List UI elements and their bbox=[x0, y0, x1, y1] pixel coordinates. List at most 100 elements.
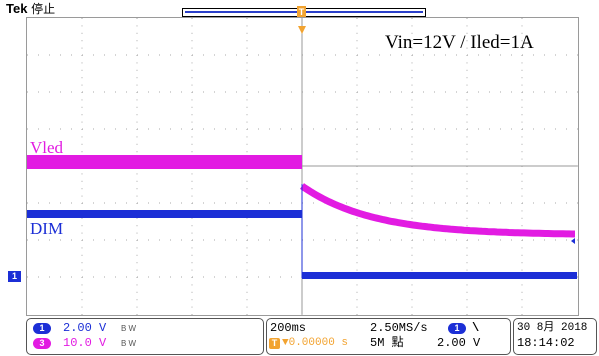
grid-dot bbox=[214, 239, 215, 241]
grid-dot bbox=[246, 62, 248, 64]
grid-dot bbox=[521, 210, 523, 212]
ch1-bw-limit: B W bbox=[121, 324, 137, 333]
level-indicator-icon bbox=[571, 238, 575, 244]
grid-dot bbox=[368, 239, 369, 241]
grid-dot bbox=[148, 239, 149, 241]
grid-dot bbox=[456, 239, 457, 241]
grid-dot bbox=[566, 239, 567, 241]
grid-dot bbox=[126, 239, 127, 241]
grid-dot bbox=[466, 173, 468, 175]
grid-dot bbox=[467, 202, 468, 204]
grid-dot bbox=[511, 91, 512, 93]
grid-dot bbox=[136, 77, 138, 79]
grid-dot bbox=[159, 54, 160, 56]
grid-dot bbox=[411, 32, 413, 34]
grid-dot bbox=[521, 195, 523, 197]
grid-dot bbox=[522, 54, 523, 56]
grid-dot bbox=[81, 217, 83, 219]
timebase-box[interactable]: 200ms T ▼0.00000 s 2.50MS/s 5M 點 1 \ 2.0… bbox=[266, 318, 511, 355]
grid-dot bbox=[379, 202, 380, 204]
grid-dot bbox=[521, 254, 523, 256]
grid-dot bbox=[49, 239, 50, 241]
grid-dot bbox=[136, 262, 138, 264]
grid-dot bbox=[136, 69, 138, 71]
grid-dot bbox=[258, 276, 259, 278]
grid-dot bbox=[247, 202, 248, 204]
grid-dot bbox=[357, 128, 358, 130]
grid-dot bbox=[93, 91, 94, 93]
grid-dot bbox=[38, 239, 39, 241]
grid-dot bbox=[93, 202, 94, 204]
grid-dot bbox=[291, 128, 292, 130]
grid-dot bbox=[445, 128, 446, 130]
grid-dot bbox=[401, 128, 402, 130]
grid-dot bbox=[258, 239, 259, 241]
grid-dot bbox=[489, 91, 490, 93]
grid-dot bbox=[411, 299, 413, 301]
ch1-ground-marker[interactable]: 1 bbox=[8, 271, 21, 282]
grid-dot bbox=[521, 121, 523, 123]
grid-dot bbox=[81, 62, 83, 64]
grid-dot bbox=[356, 18, 358, 19]
grid-dot bbox=[214, 91, 215, 93]
grid-dot bbox=[214, 54, 215, 56]
grid-dot bbox=[81, 143, 83, 145]
grid-dot bbox=[291, 54, 292, 56]
grid-dot bbox=[181, 202, 182, 204]
grid-dot bbox=[423, 128, 424, 130]
grid-dot bbox=[81, 136, 83, 138]
grid-dot bbox=[27, 202, 28, 204]
grid-dot bbox=[401, 239, 402, 241]
grid-dot bbox=[93, 239, 94, 241]
grid-dot bbox=[181, 54, 182, 56]
grid-dot bbox=[136, 121, 138, 123]
grid-dot bbox=[489, 128, 490, 130]
grid-dot bbox=[533, 91, 534, 93]
grid-dot bbox=[356, 69, 358, 71]
grid-dot bbox=[434, 128, 435, 130]
channel-settings-box[interactable]: 1 2.00 V B W 3 10.0 V B W bbox=[26, 318, 264, 355]
acquisition-state: 停止 bbox=[31, 2, 56, 16]
grid-dot bbox=[81, 77, 83, 79]
grid-dot bbox=[411, 151, 413, 153]
grid-dot bbox=[466, 299, 468, 301]
grid-dot bbox=[236, 91, 237, 93]
grid-dot bbox=[136, 25, 138, 27]
grid-dot bbox=[247, 54, 248, 56]
grid-dot bbox=[466, 210, 468, 212]
grid-dot bbox=[466, 25, 468, 27]
grid-dot bbox=[136, 284, 138, 286]
grid-dot bbox=[49, 128, 50, 130]
grid-dot bbox=[434, 91, 435, 93]
grid-dot bbox=[566, 202, 567, 204]
grid-dot bbox=[401, 54, 402, 56]
grid-dot bbox=[246, 314, 248, 315]
grid-dot bbox=[511, 239, 512, 241]
grid-dot bbox=[203, 239, 204, 241]
grid-dot bbox=[49, 54, 50, 56]
trigger-source-badge: 1 bbox=[448, 323, 466, 334]
grid-dot bbox=[60, 239, 61, 241]
grid-dot bbox=[411, 62, 413, 64]
grid-dot bbox=[148, 91, 149, 93]
grid-dot bbox=[81, 314, 83, 315]
grid-dot bbox=[379, 239, 380, 241]
grid-dot bbox=[81, 306, 83, 308]
grid-dot bbox=[225, 128, 226, 130]
grid-dot bbox=[466, 47, 468, 49]
grid-dot bbox=[258, 128, 259, 130]
grid-dot bbox=[357, 54, 358, 56]
grid-dot bbox=[148, 276, 149, 278]
grid-dot bbox=[81, 195, 83, 197]
grid-dot bbox=[191, 262, 193, 264]
grid-dot bbox=[356, 121, 358, 123]
grid-dot bbox=[81, 18, 83, 19]
grid-dot bbox=[136, 254, 138, 256]
grid-dot bbox=[246, 114, 248, 116]
trigger-position-marker[interactable]: T bbox=[297, 6, 306, 18]
grid-dot bbox=[356, 299, 358, 301]
grid-dot bbox=[246, 180, 248, 182]
grid-dot bbox=[411, 173, 413, 175]
grid-dot bbox=[136, 99, 138, 101]
top-status-bar: Tek 停止 T bbox=[0, 0, 599, 18]
